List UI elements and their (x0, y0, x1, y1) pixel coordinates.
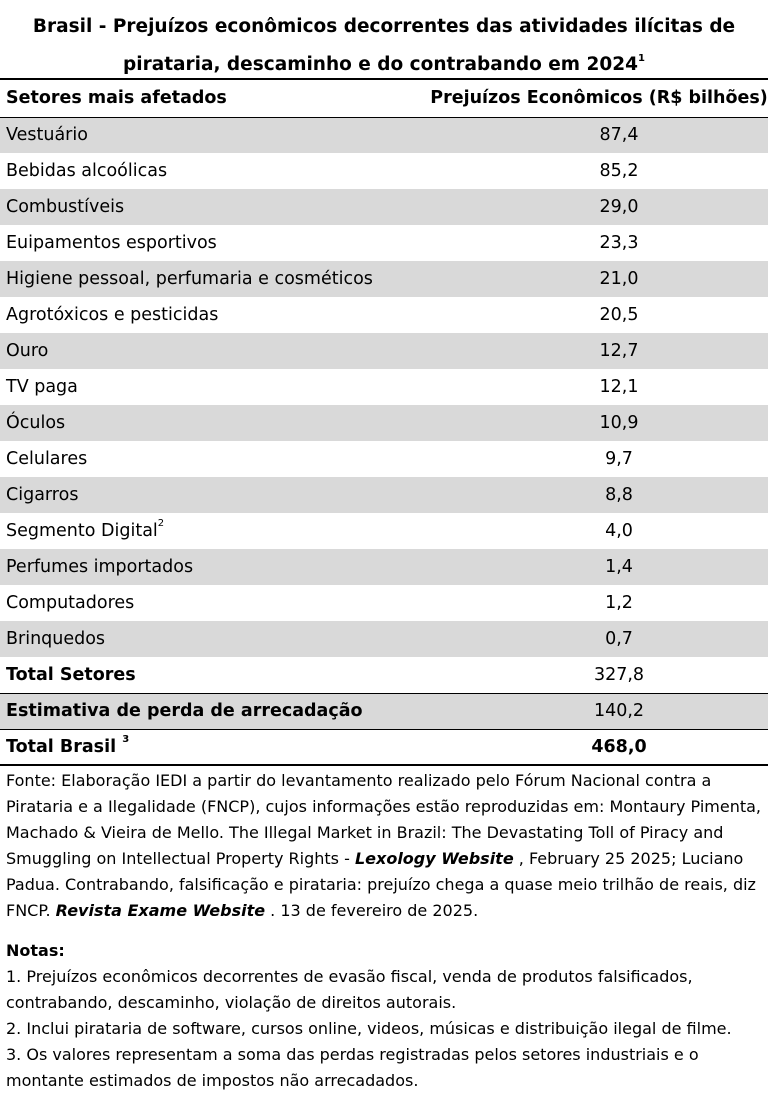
sector-value: 12,7 (430, 333, 768, 369)
notes-section: Notas: 1. Prejuízos econômicos decorrent… (0, 924, 768, 1094)
table-body: Vestuário 87,4 Bebidas alcoólicas 85,2 Combu… (0, 117, 768, 657)
estimate-value: 140,2 (430, 693, 768, 729)
sector-value: 87,4 (430, 117, 768, 153)
table-row: Computadores 1,2 (0, 585, 768, 621)
source-note: Fonte: Elaboração IEDI a partir do levan… (0, 766, 768, 924)
sector-cell: Segmento Digital2 (0, 513, 430, 549)
table-title: Brasil - Prejuízos econômicos decorrente… (0, 0, 768, 78)
sector-value: 20,5 (599, 305, 639, 325)
table-row: Agrotóxicos e pesticidas 20,5 (0, 297, 768, 333)
source-text-1: Fonte: Elaboração IEDI a partir do levan… (6, 771, 761, 868)
source-text-2: , February 25 2025; Luciano Padua. Contr… (6, 849, 756, 920)
grand-total-cell: Total Brasil 3 (0, 729, 430, 765)
sector-name: Vestuário (6, 125, 88, 146)
sector-name: Segmento Digital (6, 521, 158, 541)
total-sectors-value: 327,8 (593, 664, 645, 685)
sector-name: Cigarros (6, 485, 79, 505)
sector-value: 9,7 (605, 449, 633, 469)
total-sectors-row: Total Setores 327,8 (0, 657, 768, 693)
sector-name: Bebidas alcoólicas (6, 161, 168, 181)
sector-cell: Óculos (0, 405, 430, 441)
table-row: Vestuário 87,4 (0, 117, 768, 153)
sector-value: 10,9 (430, 405, 768, 441)
sector-name: TV paga (6, 377, 78, 397)
sector-cell: Celulares (0, 441, 430, 477)
header-value: Prejuízos Econômicos (R$ bilhões) (430, 88, 768, 109)
sector-cell: Cigarros (0, 477, 430, 513)
grand-total-value: 468,0 (591, 736, 647, 757)
sector-value: 4,0 (605, 521, 633, 541)
sector-cell: Computadores (0, 585, 430, 621)
table-row: Celulares 9,7 (0, 441, 768, 477)
sector-cell: Bebidas alcoólicas (0, 153, 430, 189)
table-row: Cigarros 8,8 (0, 477, 768, 513)
sector-name: Brinquedos (6, 629, 106, 649)
header-row: Setores mais afetados Prejuízos Econômic… (0, 79, 768, 117)
title-text: Brasil - Prejuízos econômicos decorrente… (32, 16, 736, 76)
grand-total-row: Total Brasil 3 468,0 (0, 729, 768, 765)
table-row: TV paga 12,1 (0, 369, 768, 405)
table-row: Ouro 12,7 (0, 333, 768, 369)
sector-cell: Vestuário (0, 117, 430, 153)
sector-name: Agrotóxicos e pesticidas (6, 305, 219, 325)
sector-value: 0,7 (430, 621, 768, 657)
sector-value: 85,2 (599, 161, 639, 181)
grand-total-label: Total Brasil (6, 736, 117, 757)
table-row: Segmento Digital2 4,0 (0, 513, 768, 549)
note-item-2: 2. Inclui pirataria de software, cursos … (6, 1019, 732, 1038)
sector-value: 8,8 (430, 477, 768, 513)
table-row: Higiene pessoal, perfumaria e cosméticos… (0, 261, 768, 297)
sector-cell: Agrotóxicos e pesticidas (0, 297, 430, 333)
sector-value: 21,0 (430, 261, 768, 297)
total-sectors-label: Total Setores (6, 664, 136, 685)
losses-table: Setores mais afetados Prejuízos Econômic… (0, 78, 768, 766)
notes-heading: Notas: (6, 941, 65, 960)
sector-footnote-ref: 2 (157, 518, 165, 530)
sector-cell: Ouro (0, 333, 430, 369)
sector-name: Euipamentos esportivos (6, 233, 217, 253)
sector-cell: Brinquedos (0, 621, 430, 657)
table-row: Perfumes importados 1,4 (0, 549, 768, 585)
header-sector: Setores mais afetados (6, 88, 227, 109)
table-row: Combustíveis 29,0 (0, 189, 768, 225)
title-footnote-ref: 1 (638, 53, 645, 64)
sector-name: Ouro (6, 341, 49, 361)
sector-name: Celulares (6, 449, 88, 469)
table-row: Euipamentos esportivos 23,3 (0, 225, 768, 261)
sector-cell: Combustíveis (0, 189, 430, 225)
sector-value: 29,0 (430, 189, 768, 225)
source-text-3: . 13 de fevereiro de 2025. (265, 901, 479, 920)
sector-value: 1,4 (430, 549, 768, 585)
estimate-label: Estimativa de perda de arrecadação (0, 693, 430, 729)
sector-value: 23,3 (599, 233, 639, 253)
note-item-1: 1. Prejuízos econômicos decorrentes de e… (6, 967, 693, 1012)
sector-value: 1,2 (605, 593, 633, 613)
sector-cell: Higiene pessoal, perfumaria e cosméticos (0, 261, 430, 297)
sector-name: Higiene pessoal, perfumaria e cosméticos (6, 269, 373, 289)
sector-cell: Euipamentos esportivos (0, 225, 430, 261)
grand-total-footnote-ref: 3 (122, 733, 130, 745)
sector-name: Combustíveis (6, 197, 125, 217)
table-row: Bebidas alcoólicas 85,2 (0, 153, 768, 189)
sector-cell: Perfumes importados (0, 549, 430, 585)
sector-name: Perfumes importados (6, 557, 194, 577)
table-row: Óculos 10,9 (0, 405, 768, 441)
sector-value: 12,1 (599, 377, 639, 397)
estimate-row: Estimativa de perda de arrecadação 140,2 (0, 693, 768, 729)
note-item-3: 3. Os valores representam a soma das per… (6, 1045, 699, 1090)
table-row: Brinquedos 0,7 (0, 621, 768, 657)
source-publication-2: Revista Exame Website (55, 901, 266, 920)
sector-name: Computadores (6, 593, 135, 613)
sector-name: Óculos (6, 413, 66, 433)
sector-cell: TV paga (0, 369, 430, 405)
source-publication-1: Lexology Website (354, 849, 514, 868)
